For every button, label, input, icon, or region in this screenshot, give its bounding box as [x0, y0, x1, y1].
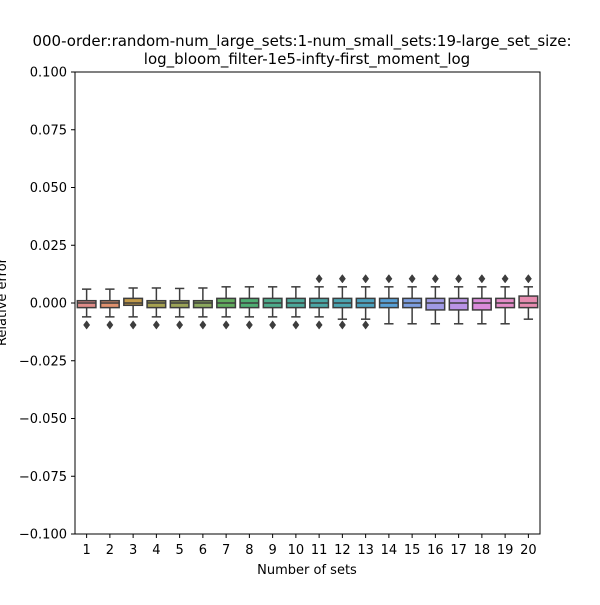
box-6 [192, 287, 213, 330]
y-tick-label: 0.100 [30, 66, 67, 81]
outlier-point [83, 320, 91, 330]
outlier-point [245, 320, 253, 330]
x-axis-label: Number of sets [257, 563, 357, 578]
box-8 [239, 286, 260, 330]
box-10 [285, 286, 306, 330]
box-2 [99, 288, 120, 330]
box-body [76, 299, 97, 309]
box-4 [146, 287, 167, 330]
x-tick-label: 20 [520, 543, 537, 558]
outlier-point [292, 320, 300, 330]
plot-frame [74, 71, 541, 535]
outlier-point [524, 274, 532, 284]
box-body [448, 297, 469, 311]
boxes-group [76, 274, 539, 330]
box-body [146, 299, 167, 309]
box-18 [471, 274, 492, 325]
outlier-point [129, 320, 137, 330]
box-12 [332, 274, 353, 330]
box-body [192, 299, 213, 309]
y-tick-label: −0.100 [19, 528, 67, 543]
x-tick-label: 11 [311, 543, 328, 558]
y-axis-label: Relative error [0, 257, 10, 346]
x-tick-label: 2 [106, 543, 114, 558]
outlier-point [431, 274, 439, 284]
box-14 [378, 274, 399, 325]
x-tick-label: 14 [381, 543, 398, 558]
outlier-point [315, 320, 323, 330]
chart-title-line-2: log_bloom_filter-1e5-infty-first_moment_… [144, 50, 470, 69]
box-17 [448, 274, 469, 325]
x-tick-label: 1 [82, 543, 90, 558]
x-tick-label: 10 [288, 543, 305, 558]
y-tick-label: −0.050 [19, 412, 67, 427]
x-tick-label: 15 [404, 543, 421, 558]
y-tick-label: 0.075 [30, 123, 67, 138]
box-15 [402, 274, 423, 325]
box-3 [123, 287, 144, 330]
box-1 [76, 288, 97, 330]
x-tick-label: 8 [245, 543, 253, 558]
outlier-point [269, 320, 277, 330]
outlier-point [199, 320, 207, 330]
box-19 [495, 274, 516, 325]
outlier-point [408, 274, 416, 284]
y-tick-label: −0.025 [19, 354, 67, 369]
box-5 [169, 287, 190, 330]
box-body [99, 299, 120, 309]
outlier-point [385, 274, 393, 284]
box-13 [355, 274, 376, 330]
outlier-point [222, 320, 230, 330]
x-tick-label: 4 [152, 543, 160, 558]
y-tick-label: 0.000 [30, 297, 67, 312]
axes-group: −0.100 −0.075 −0.050 −0.025 0.000 0.025 0.050 0… [19, 66, 541, 558]
x-tick-label: 9 [268, 543, 276, 558]
box-20 [518, 274, 539, 320]
x-tick-label: 7 [222, 543, 230, 558]
box-body [123, 297, 144, 307]
box-16 [425, 274, 446, 325]
outlier-point [338, 274, 346, 284]
box-11 [309, 274, 330, 330]
outlier-point [338, 320, 346, 330]
x-tick-label: 13 [357, 543, 374, 558]
box-7 [216, 286, 237, 330]
chart-title-line-1: 000-order:random-num_large_sets:1-num_sm… [32, 32, 571, 51]
x-tick-label: 16 [427, 543, 444, 558]
x-tick-label: 12 [334, 543, 351, 558]
outlier-point [315, 274, 323, 284]
x-tick-label: 17 [450, 543, 467, 558]
outlier-point [152, 320, 160, 330]
box-9 [262, 286, 283, 330]
outlier-point [455, 274, 463, 284]
box-body [471, 297, 492, 311]
y-tick-label: 0.025 [30, 239, 67, 254]
outlier-point [362, 320, 370, 330]
box-body [169, 299, 190, 309]
outlier-point [478, 274, 486, 284]
box-body [425, 297, 446, 311]
outlier-point [501, 274, 509, 284]
box-body [518, 295, 539, 309]
outlier-point [106, 320, 114, 330]
y-tick-label: 0.050 [30, 181, 67, 196]
y-tick-label: −0.075 [19, 470, 67, 485]
outlier-point [176, 320, 184, 330]
outlier-point [362, 274, 370, 284]
x-tick-label: 6 [199, 543, 207, 558]
x-tick-label: 5 [175, 543, 183, 558]
x-tick-label: 19 [497, 543, 514, 558]
x-tick-label: 18 [474, 543, 491, 558]
x-tick-label: 3 [129, 543, 137, 558]
